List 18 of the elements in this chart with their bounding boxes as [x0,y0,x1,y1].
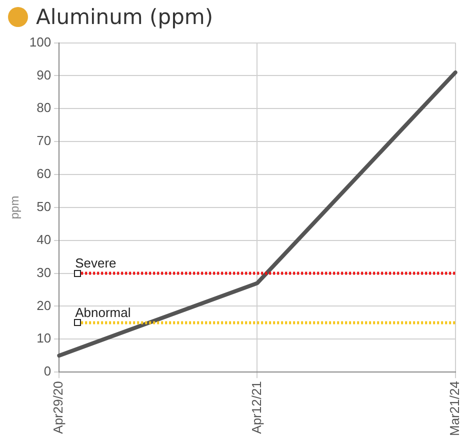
x-tick-label: Mar21/24 [446,381,462,436]
y-tick-label: 50 [36,199,52,214]
chart-title: Aluminum (ppm) [36,5,214,29]
x-tick-label: Apr12/21 [248,381,264,434]
x-tick-label: Apr29/20 [50,381,66,434]
y-tick-label: 60 [36,166,52,182]
y-tick-label: 20 [36,298,52,313]
y-tick-label: 70 [36,133,52,148]
y-axis-title: ppm [8,196,22,220]
ref-line-label: Abnormal [75,304,131,320]
y-tick-label: 90 [36,67,52,82]
y-tick-label: 10 [36,330,52,346]
y-tick-label: 100 [29,34,52,50]
y-tick-label: 30 [36,264,52,280]
ref-line-label: Severe [75,255,116,270]
y-tick-label: 80 [36,100,52,116]
y-tick-label: 0 [44,364,52,379]
y-tick-label: 40 [36,232,52,247]
